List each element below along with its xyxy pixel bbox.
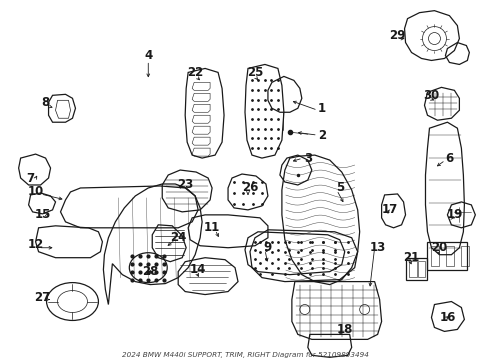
Text: 6: 6	[445, 152, 454, 165]
Text: 26: 26	[242, 181, 258, 194]
Text: 11: 11	[204, 221, 220, 234]
Text: 21: 21	[403, 251, 419, 264]
Text: 9: 9	[264, 241, 272, 254]
Text: 27: 27	[34, 291, 50, 304]
Text: 10: 10	[27, 185, 44, 198]
Text: 20: 20	[431, 241, 447, 254]
Text: 17: 17	[381, 203, 398, 216]
Text: 28: 28	[142, 265, 158, 278]
Text: 30: 30	[423, 89, 440, 102]
Text: 22: 22	[187, 66, 203, 79]
Text: 24: 24	[170, 231, 186, 244]
Text: 5: 5	[336, 181, 344, 194]
Text: 2: 2	[318, 129, 326, 142]
Text: 19: 19	[446, 208, 463, 221]
Text: 4: 4	[144, 49, 152, 62]
Text: 29: 29	[390, 29, 406, 42]
Text: 1: 1	[318, 102, 326, 115]
Text: 16: 16	[439, 311, 456, 324]
Text: 12: 12	[27, 238, 44, 251]
Text: 13: 13	[369, 241, 386, 254]
Text: 14: 14	[190, 263, 206, 276]
Text: 23: 23	[177, 179, 193, 192]
Text: 2024 BMW M440i SUPPORT, TRIM, RIGHT Diagram for 52109893494: 2024 BMW M440i SUPPORT, TRIM, RIGHT Diag…	[122, 352, 368, 358]
Text: 7: 7	[26, 171, 35, 185]
Text: 3: 3	[304, 152, 312, 165]
Text: 18: 18	[337, 323, 353, 336]
Text: 8: 8	[42, 96, 49, 109]
Text: 25: 25	[247, 66, 263, 79]
Text: 15: 15	[34, 208, 51, 221]
